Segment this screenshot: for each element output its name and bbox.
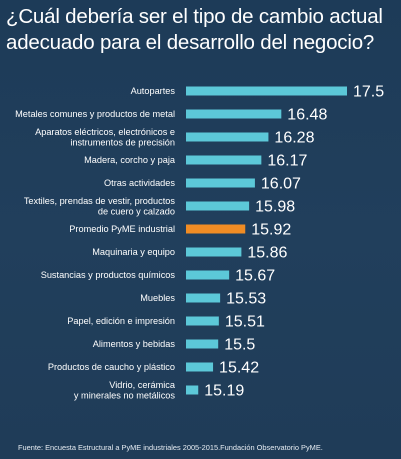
chart-title-line-1: ¿Cuál debería ser el tipo de cambio actu… xyxy=(6,5,383,28)
category-label: Vidrio, cerámica y minerales no metálicos xyxy=(74,380,176,401)
category-label: Productos de caucho y plástico xyxy=(48,362,175,372)
value-label: 15.19 xyxy=(204,383,244,400)
value-label: 15.42 xyxy=(219,360,259,377)
category-label: Autopartes xyxy=(131,86,176,96)
bar xyxy=(186,339,219,349)
bar xyxy=(186,293,221,303)
value-label: 15.67 xyxy=(235,268,275,285)
value-label: 17.5 xyxy=(353,84,384,101)
value-label: 15.5 xyxy=(224,337,255,354)
value-label: 15.98 xyxy=(255,199,295,216)
value-label: 15.92 xyxy=(251,222,291,239)
bar xyxy=(186,270,230,280)
category-label: Papel, edición e impresión xyxy=(67,316,175,326)
chart-title-line-2: adecuado para el desarrollo del negocio? xyxy=(6,31,375,54)
bar xyxy=(186,109,282,119)
bar xyxy=(186,385,199,395)
category-label: Maquinaria y equipo xyxy=(92,247,175,257)
value-label: 15.51 xyxy=(225,314,265,331)
bar xyxy=(186,362,214,372)
chart-title: ¿Cuál debería ser el tipo de cambio actu… xyxy=(6,4,398,56)
category-label: Textiles, prendas de vestir, productos de… xyxy=(24,196,176,217)
value-label: 16.48 xyxy=(287,107,327,124)
bar xyxy=(186,201,250,211)
bar xyxy=(186,316,219,326)
category-label: Muebles xyxy=(140,293,175,303)
category-label: Otras actividades xyxy=(104,178,175,188)
bar xyxy=(186,86,347,96)
bar xyxy=(186,178,255,188)
value-label: 16.07 xyxy=(261,176,301,193)
bar xyxy=(186,132,269,142)
category-label: Sustancias y productos químicos xyxy=(41,270,176,280)
bar xyxy=(186,155,262,165)
value-label: 16.17 xyxy=(267,153,307,170)
bar-highlight xyxy=(186,224,246,234)
category-label: Alimentos y bebidas xyxy=(93,339,176,349)
source-footnote: Fuente: Encuesta Estructural a PyME indu… xyxy=(18,443,323,452)
value-label: 16.28 xyxy=(274,130,314,147)
bar xyxy=(186,247,242,257)
category-label: Madera, corcho y paja xyxy=(84,155,176,165)
value-label: 15.86 xyxy=(247,245,287,262)
category-label: Promedio PyME industrial xyxy=(69,224,175,234)
value-label: 15.53 xyxy=(226,291,266,308)
category-label: Metales comunes y productos de metal xyxy=(15,109,175,119)
category-label: Aparatos eléctricos, electrónicos e instr… xyxy=(35,127,175,148)
